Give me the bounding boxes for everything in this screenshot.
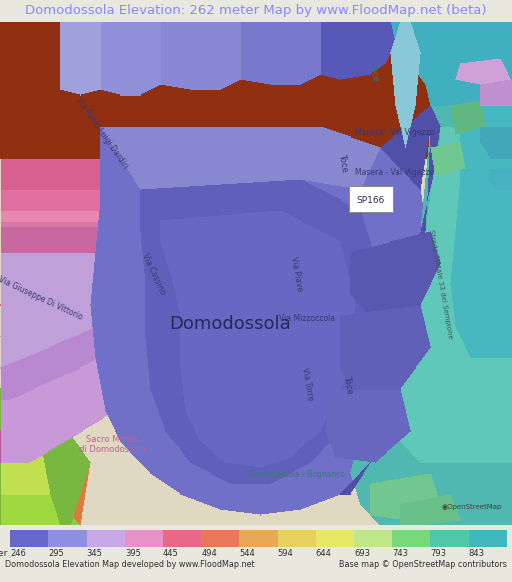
Text: Domodossola: Domodossola	[169, 315, 291, 333]
Text: Via Cassino: Via Cassino	[140, 251, 167, 296]
Bar	[163, 530, 201, 548]
Text: 594: 594	[278, 549, 293, 558]
Text: meter: meter	[0, 549, 8, 558]
Text: Via Piave: Via Piave	[289, 255, 305, 292]
Text: Domodossola Elevation: 262 meter Map by www.FloodMap.net (beta): Domodossola Elevation: 262 meter Map by …	[25, 5, 487, 17]
Text: Masera - Val Vigezzo: Masera - Val Vigezzo	[355, 128, 434, 137]
Text: Toce: Toce	[342, 374, 354, 394]
Bar	[201, 530, 240, 548]
Text: Base map © OpenStreetMap contributors: Base map © OpenStreetMap contributors	[339, 560, 507, 569]
Text: SP166: SP166	[357, 196, 385, 205]
Text: ◉OpenStreetMap: ◉OpenStreetMap	[441, 504, 502, 510]
Text: Strada Statale 33 del Sempione: Strada Statale 33 del Sempione	[428, 229, 453, 339]
Bar	[240, 530, 278, 548]
Text: 246: 246	[10, 549, 26, 558]
Bar	[431, 530, 468, 548]
Text: Toce: Toce	[368, 62, 380, 82]
Bar	[87, 530, 125, 548]
Text: 793: 793	[431, 549, 446, 558]
FancyBboxPatch shape	[349, 186, 393, 212]
Text: Via Mizzoccola: Via Mizzoccola	[279, 314, 335, 324]
Text: Toce: Toce	[337, 153, 349, 173]
Text: 295: 295	[49, 549, 64, 558]
Text: 395: 395	[125, 549, 141, 558]
Text: 693: 693	[354, 549, 370, 558]
Text: Via Paolo Luigi Dardiri: Via Paolo Luigi Dardiri	[74, 95, 131, 170]
Text: Masera - Val Vigezzo: Masera - Val Vigezzo	[355, 168, 434, 178]
Text: 644: 644	[316, 549, 332, 558]
Text: Sacro Monte
di Domodossola: Sacro Monte di Domodossola	[79, 435, 146, 455]
Text: 743: 743	[392, 549, 408, 558]
Text: 843: 843	[468, 549, 485, 558]
Text: Domodossola Elevation Map developed by www.FloodMap.net: Domodossola Elevation Map developed by w…	[5, 560, 255, 569]
Bar	[10, 530, 49, 548]
Bar	[316, 530, 354, 548]
Bar	[354, 530, 392, 548]
Text: 345: 345	[87, 549, 102, 558]
Bar	[468, 530, 507, 548]
Text: 494: 494	[201, 549, 217, 558]
Text: Via Torre: Via Torre	[300, 367, 314, 402]
Text: 445: 445	[163, 549, 179, 558]
Bar	[125, 530, 163, 548]
Bar	[392, 530, 431, 548]
Text: Via Giuseppe Di Vittorio: Via Giuseppe Di Vittorio	[0, 275, 84, 322]
Text: Domodossola - Bognanco: Domodossola - Bognanco	[248, 470, 346, 480]
Bar	[49, 530, 87, 548]
Bar	[278, 530, 316, 548]
Text: 544: 544	[240, 549, 255, 558]
